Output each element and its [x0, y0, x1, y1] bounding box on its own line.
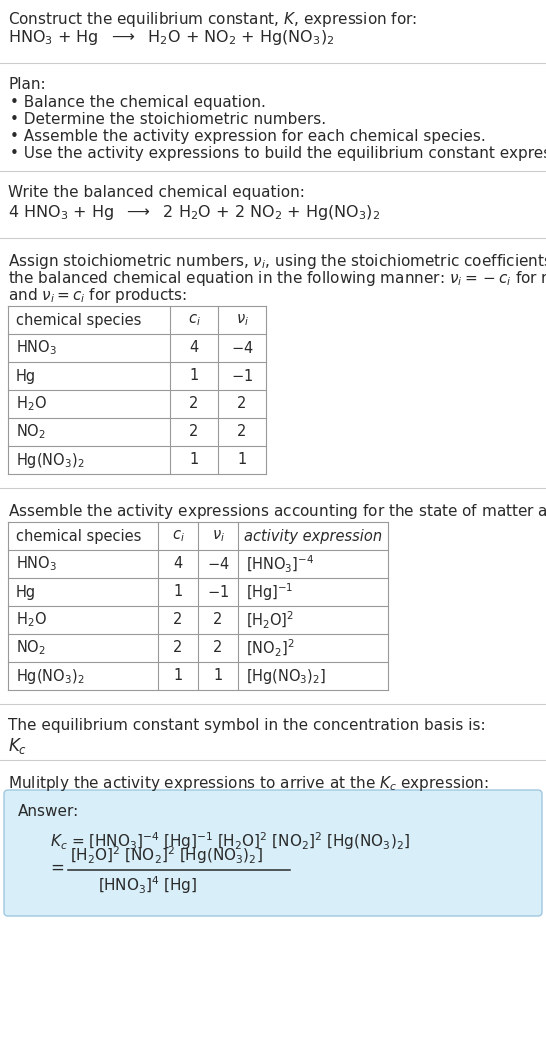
Text: [HNO$_3$]$^4$ [Hg]: [HNO$_3$]$^4$ [Hg]: [98, 874, 197, 895]
Text: chemical species: chemical species: [16, 529, 141, 543]
Text: Plan:: Plan:: [8, 77, 46, 92]
Text: =: =: [50, 859, 64, 877]
Text: HNO$_3$: HNO$_3$: [16, 555, 57, 574]
Text: 2: 2: [173, 613, 183, 627]
Text: $-4$: $-4$: [230, 341, 253, 356]
Text: [Hg]$^{-1}$: [Hg]$^{-1}$: [246, 581, 293, 603]
Text: • Determine the stoichiometric numbers.: • Determine the stoichiometric numbers.: [10, 112, 326, 127]
Text: $-4$: $-4$: [207, 556, 229, 572]
Text: Answer:: Answer:: [18, 804, 79, 819]
Text: $c_i$: $c_i$: [171, 529, 185, 543]
Text: 2: 2: [189, 396, 199, 412]
Text: The equilibrium constant symbol in the concentration basis is:: The equilibrium constant symbol in the c…: [8, 718, 485, 733]
Text: H$_2$O: H$_2$O: [16, 611, 47, 630]
Text: Mulitply the activity expressions to arrive at the $K_c$ expression:: Mulitply the activity expressions to arr…: [8, 774, 489, 794]
Text: 1: 1: [174, 668, 182, 683]
Text: 4 HNO$_3$ + Hg  $\longrightarrow$  2 H$_2$O + 2 NO$_2$ + Hg(NO$_3$)$_2$: 4 HNO$_3$ + Hg $\longrightarrow$ 2 H$_2$…: [8, 203, 381, 222]
Text: • Use the activity expressions to build the equilibrium constant expression.: • Use the activity expressions to build …: [10, 146, 546, 161]
Text: $K_c$ = [HNO$_3$]$^{-4}$ [Hg]$^{-1}$ [H$_2$O]$^2$ [NO$_2$]$^2$ [Hg(NO$_3$)$_2$]: $K_c$ = [HNO$_3$]$^{-4}$ [Hg]$^{-1}$ [H$…: [50, 830, 410, 851]
Text: $-1$: $-1$: [231, 368, 253, 384]
Text: [Hg(NO$_3$)$_2$]: [Hg(NO$_3$)$_2$]: [246, 666, 326, 685]
Text: chemical species: chemical species: [16, 312, 141, 328]
Text: $K_c$: $K_c$: [8, 736, 27, 756]
Text: Assemble the activity expressions accounting for the state of matter and $\nu_i$: Assemble the activity expressions accoun…: [8, 502, 546, 521]
Text: 4: 4: [174, 556, 182, 572]
Text: 2: 2: [213, 640, 223, 656]
Text: 4: 4: [189, 341, 199, 355]
Text: Hg(NO$_3$)$_2$: Hg(NO$_3$)$_2$: [16, 451, 85, 470]
Text: 1: 1: [189, 369, 199, 384]
Text: • Assemble the activity expression for each chemical species.: • Assemble the activity expression for e…: [10, 129, 486, 144]
FancyBboxPatch shape: [4, 790, 542, 916]
Text: Hg: Hg: [16, 584, 36, 599]
Text: 1: 1: [238, 453, 247, 468]
Text: HNO$_3$: HNO$_3$: [16, 338, 57, 357]
Text: 2: 2: [238, 396, 247, 412]
Text: 2: 2: [173, 640, 183, 656]
Text: 2: 2: [238, 425, 247, 439]
Text: the balanced chemical equation in the following manner: $\nu_i = -c_i$ for react: the balanced chemical equation in the fo…: [8, 269, 546, 288]
Text: $c_i$: $c_i$: [188, 312, 200, 328]
Text: H$_2$O: H$_2$O: [16, 394, 47, 413]
Text: 1: 1: [189, 453, 199, 468]
Text: 2: 2: [213, 613, 223, 627]
Text: Assign stoichiometric numbers, $\nu_i$, using the stoichiometric coefficients, $: Assign stoichiometric numbers, $\nu_i$, …: [8, 252, 546, 271]
Text: NO$_2$: NO$_2$: [16, 423, 46, 441]
Text: [NO$_2$]$^2$: [NO$_2$]$^2$: [246, 638, 294, 659]
Text: $\nu_i$: $\nu_i$: [211, 529, 224, 543]
Text: [H$_2$O]$^2$ [NO$_2$]$^2$ [Hg(NO$_3$)$_2$]: [H$_2$O]$^2$ [NO$_2$]$^2$ [Hg(NO$_3$)$_2…: [70, 844, 263, 866]
Text: [H$_2$O]$^2$: [H$_2$O]$^2$: [246, 610, 294, 631]
Text: NO$_2$: NO$_2$: [16, 639, 46, 657]
Text: [HNO$_3$]$^{-4}$: [HNO$_3$]$^{-4}$: [246, 554, 314, 575]
Text: $\nu_i$: $\nu_i$: [235, 312, 248, 328]
Text: • Balance the chemical equation.: • Balance the chemical equation.: [10, 95, 266, 110]
Text: 1: 1: [174, 584, 182, 599]
Text: HNO$_3$ + Hg  $\longrightarrow$  H$_2$O + NO$_2$ + Hg(NO$_3$)$_2$: HNO$_3$ + Hg $\longrightarrow$ H$_2$O + …: [8, 28, 335, 47]
Text: Hg(NO$_3$)$_2$: Hg(NO$_3$)$_2$: [16, 666, 85, 685]
Text: 2: 2: [189, 425, 199, 439]
Text: Hg: Hg: [16, 369, 36, 384]
Text: 1: 1: [213, 668, 223, 683]
Text: $-1$: $-1$: [207, 584, 229, 600]
Text: Construct the equilibrium constant, $K$, expression for:: Construct the equilibrium constant, $K$,…: [8, 11, 417, 29]
Text: Write the balanced chemical equation:: Write the balanced chemical equation:: [8, 185, 305, 200]
Text: and $\nu_i = c_i$ for products:: and $\nu_i = c_i$ for products:: [8, 286, 187, 305]
Text: activity expression: activity expression: [244, 529, 382, 543]
